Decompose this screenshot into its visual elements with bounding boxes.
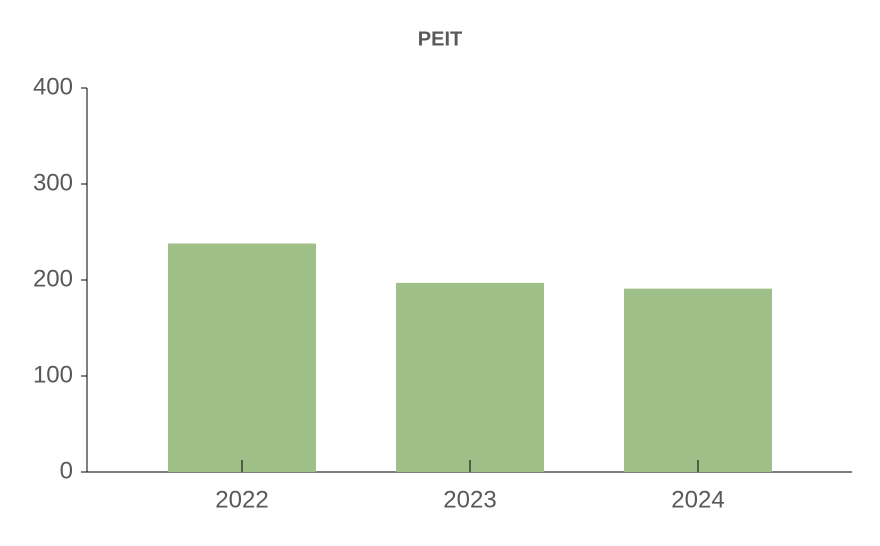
x-tick-label: 2022 (215, 486, 268, 513)
bar (396, 282, 544, 472)
x-tick-label: 2023 (443, 486, 496, 513)
bar (168, 243, 316, 472)
y-tick-label: 100 (33, 361, 73, 388)
bar (624, 288, 772, 472)
y-tick-label: 0 (60, 457, 73, 484)
y-tick-label: 400 (33, 73, 73, 100)
y-tick-label: 200 (33, 265, 73, 292)
chart-title: PEIT (418, 28, 462, 50)
x-tick-label: 2024 (671, 486, 724, 513)
y-tick-label: 300 (33, 169, 73, 196)
